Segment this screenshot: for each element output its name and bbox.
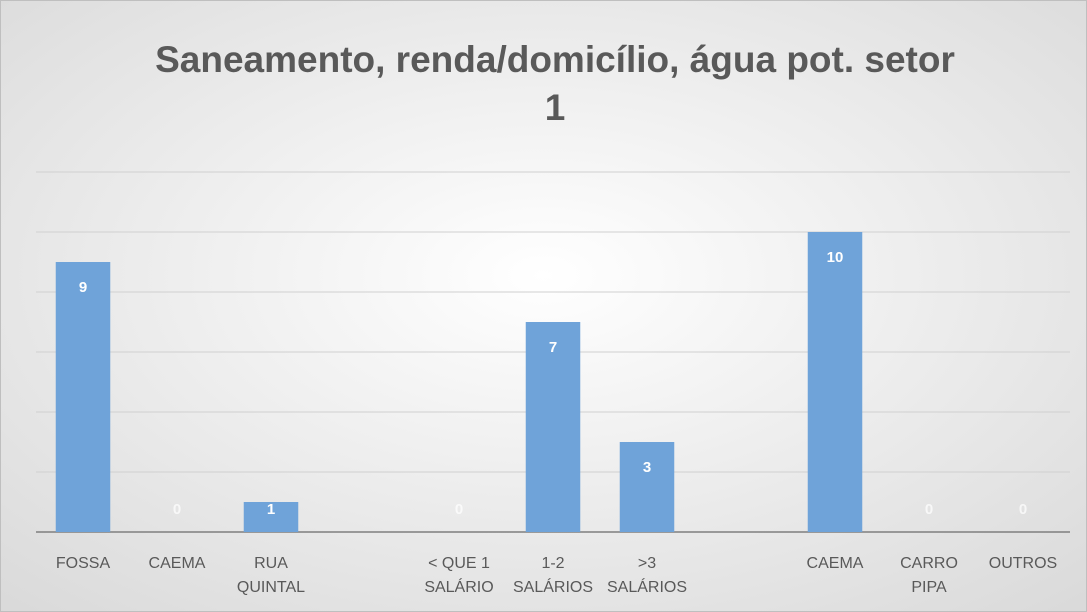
data-label: 0 xyxy=(1019,501,1027,518)
bar xyxy=(243,502,299,532)
x-tick-label: FOSSA xyxy=(56,555,111,572)
x-tick-label: CAEMA xyxy=(807,555,864,572)
x-tick-label: 1-2 SALÁRIOS xyxy=(513,555,593,596)
x-tick-label: < QUE 1 SALÁRIO xyxy=(424,555,493,596)
x-tick-label: CARRO PIPA xyxy=(900,555,958,596)
bar xyxy=(55,262,111,532)
x-tick-label: >3 SALÁRIOS xyxy=(607,555,687,596)
x-tick-label: RUA QUINTAL xyxy=(237,555,305,596)
data-label: 0 xyxy=(173,501,181,518)
chart-title: Saneamento, renda/domicílio, água pot. s… xyxy=(155,39,955,128)
bar xyxy=(619,442,675,532)
data-label: 7 xyxy=(549,339,557,356)
data-label: 0 xyxy=(455,501,463,518)
data-label: 3 xyxy=(643,459,651,476)
bar xyxy=(525,322,581,532)
bar xyxy=(807,232,863,532)
data-label: 10 xyxy=(827,249,844,266)
data-label: 1 xyxy=(267,501,275,518)
data-label: 9 xyxy=(79,279,87,296)
data-label: 0 xyxy=(925,501,933,518)
x-tick-label: OUTROS xyxy=(989,555,1057,572)
x-tick-label: CAEMA xyxy=(149,555,206,572)
